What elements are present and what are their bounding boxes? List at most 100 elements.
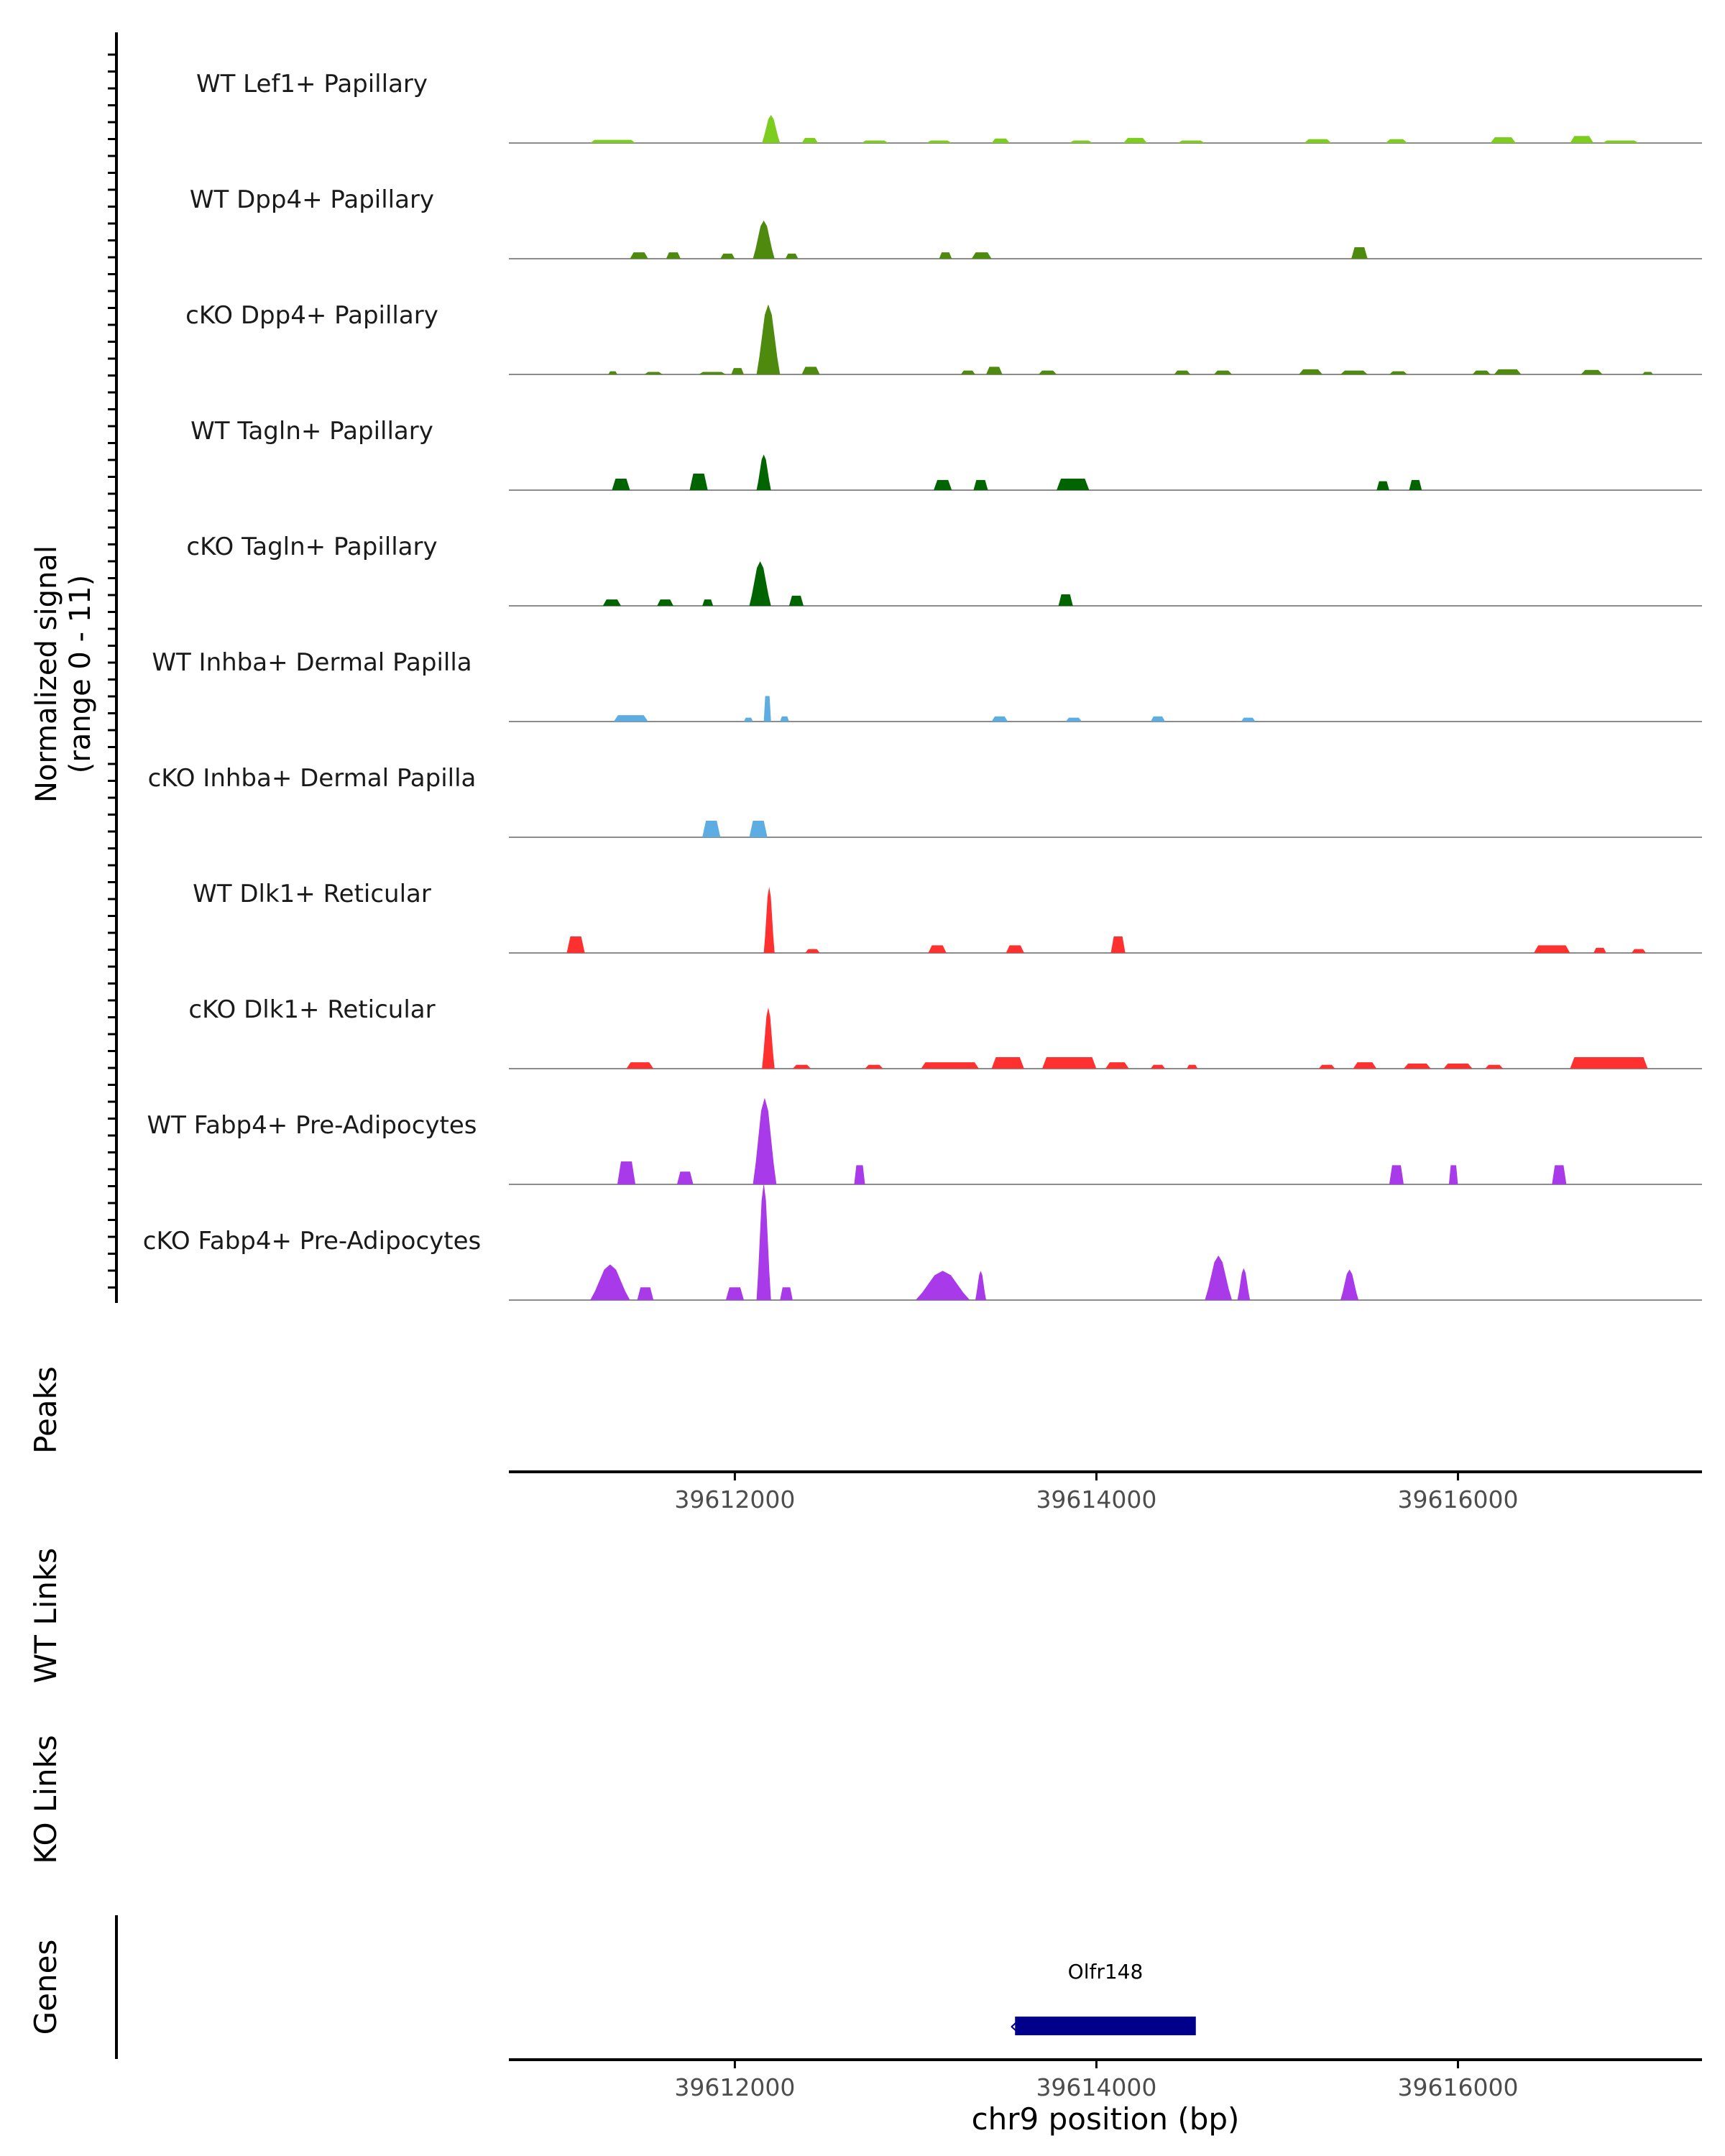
coverage-peak	[1006, 945, 1024, 953]
coverage-y-axis-ticks	[108, 53, 116, 1289]
track-label: WT Fabp4+ Pre-Adipocytes	[147, 1111, 477, 1140]
track-4: cKO Tagln+ Papillary	[186, 533, 1702, 607]
coverage-peak	[1351, 247, 1368, 259]
coverage-peak	[644, 372, 663, 374]
coverage-peak	[1631, 949, 1647, 953]
track-5: WT Inhba+ Dermal Papilla	[152, 648, 1702, 722]
coverage-peak	[590, 139, 636, 143]
coverage-peak	[617, 1161, 636, 1184]
x-tick-label: 39616000	[1397, 2073, 1518, 2101]
coverage-peak	[602, 599, 621, 606]
coverage-peak	[626, 1062, 654, 1069]
y-axis-title-line2: (range 0 - 11)	[64, 575, 97, 773]
coverage-peak	[801, 137, 819, 143]
coverage-peak	[960, 370, 975, 374]
x-tick-label: 39612000	[674, 2073, 795, 2101]
coverage-peak	[861, 140, 889, 143]
coverage-peak	[1552, 1165, 1567, 1184]
y-axis-title-line1: Normalized signal	[30, 545, 63, 803]
coverage-peak	[756, 454, 771, 490]
coverage-peak	[763, 886, 775, 953]
coverage-peak	[702, 599, 714, 606]
coverage-peak	[1187, 1064, 1198, 1069]
coverage-peak	[743, 717, 753, 722]
track-3: WT Tagln+ Papillary	[190, 417, 1702, 491]
coverage-peak	[1058, 594, 1073, 606]
peaks-x-axis-ticks: 39612000 39614000 39616000	[674, 1472, 1518, 1514]
coverage-peak	[1340, 1269, 1359, 1300]
coverage-peak	[720, 253, 735, 259]
coverage-peak	[1376, 481, 1389, 490]
coverage-peak	[805, 949, 820, 953]
track-6: cKO Inhba+ Dermal Papilla	[148, 764, 1702, 838]
coverage-peak	[657, 599, 673, 606]
peaks-panel-label: Peaks	[28, 1366, 63, 1454]
coverage-peak	[1642, 372, 1654, 374]
coverage-peak	[749, 561, 771, 606]
coverage-peak	[1177, 140, 1205, 143]
coverage-peak	[676, 1171, 694, 1184]
coverage-peak	[753, 1097, 777, 1184]
coverage-peak	[926, 140, 952, 143]
coverage-peak	[608, 371, 617, 374]
track-label: cKO Inhba+ Dermal Papilla	[148, 764, 477, 793]
coverage-peak	[756, 1182, 771, 1300]
genes-panel-label: Genes	[28, 1940, 63, 2035]
coverage-peak	[1057, 479, 1090, 490]
coverage-peak	[725, 1287, 744, 1300]
coverage-peak	[1237, 1268, 1251, 1300]
coverage-peak	[699, 372, 726, 374]
coverage-peak	[1385, 139, 1408, 143]
coverage-peak	[1150, 716, 1165, 722]
coverage-peak	[1409, 479, 1422, 490]
coverage-peak	[921, 1062, 979, 1069]
coverage-peak	[1448, 1165, 1458, 1184]
coverage-peak	[1404, 1063, 1431, 1069]
coverage-peak	[756, 304, 781, 374]
coverage-peak	[612, 479, 630, 490]
coverage-peak	[1069, 140, 1093, 143]
coverage-peak	[971, 252, 992, 259]
track-label: WT Dlk1+ Reticular	[193, 880, 431, 908]
coverage-peak	[939, 252, 952, 259]
coverage-peak	[1353, 1062, 1377, 1069]
coverage-peak	[637, 1287, 654, 1300]
coverage-peak	[1443, 1063, 1473, 1069]
coverage-peak	[1150, 1064, 1165, 1069]
x-axis-title: chr9 position (bp)	[972, 2101, 1240, 2137]
coverage-tracks: WT Lef1+ Papillary WT Dpp4+ Papillary cKO …	[143, 70, 1702, 1301]
coverage-peak	[973, 479, 988, 490]
coverage-peak	[1570, 136, 1594, 143]
coverage-peak	[749, 820, 768, 837]
track-7: WT Dlk1+ Reticular	[193, 880, 1702, 954]
coverage-peak	[1038, 370, 1057, 374]
track-label: WT Lef1+ Papillary	[196, 70, 428, 98]
track-label: cKO Fabp4+ Pre-Adipocytes	[143, 1227, 482, 1256]
coverage-peak	[1110, 936, 1126, 953]
wt-links-panel-label: WT Links	[28, 1548, 63, 1683]
coverage-peak	[1123, 137, 1147, 143]
coverage-peak	[1570, 1057, 1648, 1069]
coverage-peak	[865, 1064, 883, 1069]
track-0: WT Lef1+ Papillary	[196, 70, 1702, 144]
coverage-peak	[1318, 1064, 1335, 1069]
coverage-peak	[763, 696, 771, 722]
x-tick-label: 39616000	[1397, 1485, 1518, 1514]
coverage-peak	[1105, 1062, 1129, 1069]
coverage-peak	[792, 1064, 811, 1069]
coverage-peak	[1241, 717, 1256, 722]
track-8: cKO Dlk1+ Reticular	[188, 995, 1702, 1069]
coverage-peak	[1593, 947, 1606, 953]
coverage-peak	[753, 220, 775, 259]
track-2: cKO Dpp4+ Papillary	[185, 301, 1702, 375]
track-label: cKO Dlk1+ Reticular	[188, 995, 435, 1024]
coverage-peak	[1340, 370, 1368, 374]
coverage-peak	[1304, 139, 1332, 143]
coverage-peak	[1485, 1064, 1504, 1069]
coverage-peak	[780, 716, 789, 722]
track-10: cKO Fabp4+ Pre-Adipocytes	[143, 1182, 1702, 1301]
coverage-peak	[1389, 371, 1408, 374]
x-tick-label: 39614000	[1036, 1485, 1156, 1514]
coverage-peak	[1581, 369, 1603, 374]
